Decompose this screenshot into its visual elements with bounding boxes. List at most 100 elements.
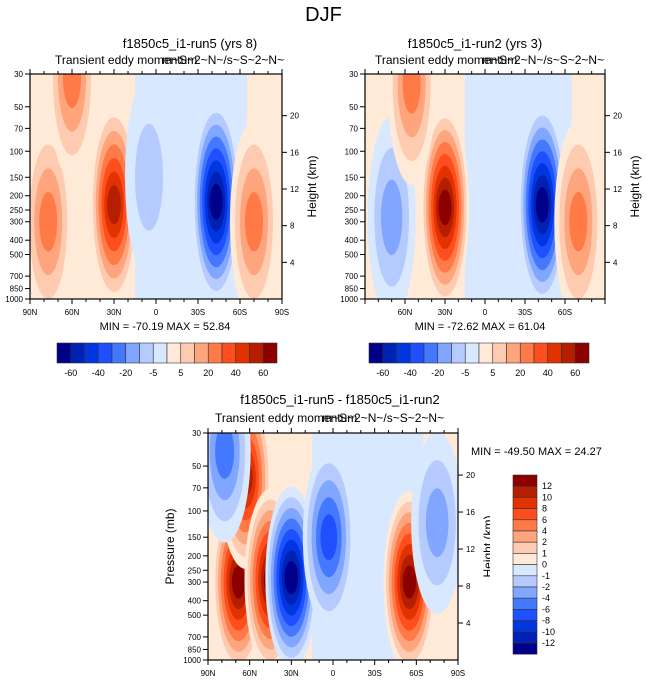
- colorbar-swatch: [512, 530, 538, 543]
- y-axis-label: Pressure (mb): [163, 508, 177, 584]
- panel1-title: f1850c5_i1-run5 (yrs 8): [122, 36, 258, 51]
- contour-level-3-7: [284, 560, 299, 595]
- y-tick-label: 700: [188, 633, 202, 642]
- x-tick-label: 0: [154, 308, 159, 317]
- y-tick-label: 200: [345, 192, 359, 201]
- colorbar-swatch: [574, 342, 590, 364]
- y-tick-label: 850: [10, 285, 24, 294]
- y-tick-label: 400: [188, 597, 202, 606]
- contour-level-3-3: [245, 191, 263, 252]
- y-right-tick-label: 20: [290, 112, 299, 121]
- y-tick-label: 850: [345, 285, 359, 294]
- contour-level-3-3: [569, 191, 588, 252]
- y-tick-label: 300: [345, 218, 359, 227]
- colorbar-swatch: [512, 474, 538, 487]
- contour-level-2-2: [381, 179, 403, 255]
- y-tick-label: 400: [10, 236, 24, 245]
- x-tick-label: 30N: [284, 669, 299, 678]
- panel1-colorbar: -60 -40 -20 -5 5 20 40 60: [56, 342, 278, 378]
- y-tick-label: 100: [345, 147, 359, 156]
- colorbar-label: -12: [542, 638, 555, 648]
- colorbar-swatch: [97, 342, 113, 364]
- y-tick-label: 250: [188, 566, 202, 575]
- x-tick-label: 30N: [438, 308, 453, 317]
- contour-level-1-7: [535, 186, 549, 223]
- panel3-minmax: MIN = -49.50 MAX = 24.27: [471, 446, 602, 458]
- y-tick-label: 250: [10, 206, 24, 215]
- y-tick-label: 700: [345, 272, 359, 281]
- colorbar-swatch: [533, 342, 549, 364]
- x-tick-label: 30N: [107, 308, 122, 317]
- panel3-subtitle: Transient eddy momentum: [215, 411, 358, 425]
- y-right-tick-label: 12: [290, 185, 299, 194]
- colorbar-label: -60: [376, 368, 389, 378]
- colorbar-swatch: [512, 541, 538, 554]
- colorbar-swatch: [451, 342, 466, 364]
- y-tick-label: 50: [14, 103, 23, 112]
- colorbar-label: 60: [258, 368, 268, 378]
- y-tick-label: 30: [14, 70, 23, 79]
- colorbar-swatch: [139, 342, 154, 364]
- colorbar-label: -6: [542, 604, 550, 614]
- colorbar-swatch: [194, 342, 209, 364]
- panel1-units: m~S~2~N~/s~S~2~N~: [162, 53, 285, 67]
- colorbar-label: 40: [231, 368, 241, 378]
- y-tick-label: 250: [345, 206, 359, 215]
- y-tick-label: 200: [188, 552, 202, 561]
- y-tick-label: 100: [188, 507, 202, 516]
- colorbar-swatch: [437, 342, 452, 364]
- y-tick-label: 500: [10, 251, 24, 260]
- x-tick-label: 30S: [368, 669, 382, 678]
- colorbar-label: -4: [542, 593, 550, 603]
- colorbar-label: -2: [542, 582, 550, 592]
- contour-level-5-7: [402, 565, 417, 599]
- colorbar-swatch: [519, 342, 535, 364]
- panel2-subtitle: Transient eddy momentum: [375, 53, 518, 67]
- y-right-tick-label: 4: [466, 619, 471, 628]
- contour-level-4-4: [320, 514, 338, 561]
- colorbar-swatch: [512, 519, 538, 532]
- colorbar-swatch: [125, 342, 140, 364]
- colorbar-swatch: [423, 342, 439, 364]
- y-tick-label: 1000: [340, 295, 358, 304]
- colorbar-swatch: [409, 342, 425, 364]
- contour-level-4-3: [402, 74, 421, 114]
- x-tick-label: 60N: [65, 308, 80, 317]
- colorbar-label: 5: [178, 368, 183, 378]
- colorbar-swatch: [262, 342, 278, 364]
- panel3-title: f1850c5_i1-run5 - f1850c5_i1-run2: [240, 392, 440, 407]
- y-tick-label: 70: [192, 484, 201, 493]
- colorbar-label: 10: [542, 492, 552, 502]
- y-tick-label: 70: [349, 124, 358, 133]
- colorbar-swatch: [512, 586, 538, 599]
- colorbar-label: -60: [64, 368, 77, 378]
- contour-level-5-1: [135, 123, 163, 231]
- panel1-minmax: MIN = -70.19 MAX = 52.84: [99, 321, 231, 333]
- colorbar-swatch: [152, 342, 168, 364]
- x-tick-label: 60N: [242, 669, 257, 678]
- y-right-tick-label: 12: [613, 185, 622, 194]
- colorbar-swatch: [512, 575, 538, 588]
- colorbar-swatch: [111, 342, 127, 364]
- panel3-plot: 3050701001502002503004005007008501000481…: [163, 428, 490, 678]
- colorbar-label: 60: [570, 368, 580, 378]
- panel2-units: m~S~2~N~/s~S~2~N~: [482, 53, 605, 67]
- colorbar-label: 40: [543, 368, 553, 378]
- panel2-title: f1850c5_i1-run2 (yrs 3): [407, 36, 543, 51]
- colorbar-swatch: [492, 342, 507, 364]
- colorbar-swatch: [512, 609, 538, 621]
- panel1-plot: 3050701001502002503004005007008501000481…: [5, 69, 319, 317]
- colorbar-label: 20: [203, 368, 213, 378]
- colorbar-swatch: [547, 342, 562, 364]
- colorbar-swatch: [249, 342, 264, 364]
- x-tick-label: 60S: [558, 308, 572, 317]
- colorbar-swatch: [464, 342, 480, 364]
- colorbar-label: -20: [431, 368, 444, 378]
- y-right-tick-label: 4: [290, 258, 295, 267]
- y-right-axis-label: Height (km): [628, 155, 642, 217]
- colorbar-swatch: [180, 342, 195, 364]
- y-right-axis-label: Height (km): [481, 515, 490, 577]
- colorbar-swatch: [382, 342, 397, 364]
- y-tick-label: 50: [349, 103, 358, 112]
- colorbar-label: 20: [515, 368, 525, 378]
